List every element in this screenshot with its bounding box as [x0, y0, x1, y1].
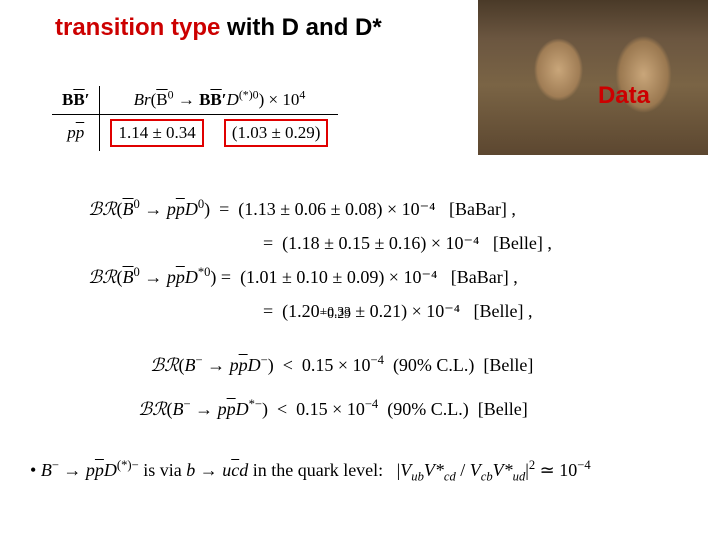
title-red: transition type [55, 14, 220, 41]
branching-table: BB′ Br(B0 → BB′D(*)0) × 104 pp 1.14 ± 0.… [52, 86, 338, 151]
eq1-src: [BaBar] , [449, 199, 516, 219]
footnote-line: • B− → ppD(*)− is via b → ucd in the qua… [30, 460, 591, 481]
eq4-pre: (1.20 [282, 301, 320, 321]
equation-6: ℬℛ(B− → ppD*−) < 0.15 × 10−4 (90% C.L.) … [138, 392, 528, 426]
th-br: Br(B0 → BB′D(*)0) × 104 [100, 86, 339, 115]
equation-4: = (1.20+0.33−0.29 ± 0.21) × 10⁻⁴ [Belle]… [263, 294, 533, 328]
title-black: with D and D* [220, 14, 381, 41]
eq5-src: [Belle] [483, 355, 533, 375]
eq2-rhs: (1.18 ± 0.15 ± 0.16) × 10⁻⁴ [282, 233, 479, 253]
cell-dstar: (1.03 ± 0.29) [214, 115, 339, 152]
row-label: pp [52, 115, 100, 152]
eq4-post: ± 0.21) × 10⁻⁴ [351, 301, 460, 321]
equation-3: ℬℛ(B0 → ppD*0) = (1.01 ± 0.10 ± 0.09) × … [88, 260, 518, 294]
data-badge: Data [598, 82, 650, 110]
red-highlight-2: (1.03 ± 0.29) [224, 119, 329, 147]
eq2-src: [Belle] , [493, 233, 552, 253]
eq3-rhs: (1.01 ± 0.10 ± 0.09) × 10⁻⁴ [240, 267, 437, 287]
embedded-photo [478, 0, 708, 155]
eq6-src: [Belle] [478, 399, 528, 419]
eq4-src: [Belle] , [474, 301, 533, 321]
red-highlight-1: 1.14 ± 0.34 [110, 119, 203, 147]
equation-2: = (1.18 ± 0.15 ± 0.16) × 10⁻⁴ [Belle] , [263, 226, 552, 260]
cell-d: 1.14 ± 0.34 [100, 115, 214, 152]
slide-title: transition type with D and D* [55, 14, 382, 42]
asym-err: +0.33−0.29 [320, 304, 351, 322]
eq1-rhs: (1.13 ± 0.06 ± 0.08) × 10⁻⁴ [238, 199, 435, 219]
th-bb: BB′ [52, 86, 100, 115]
equation-1: ℬℛ(B0 → ppD0) = (1.13 ± 0.06 ± 0.08) × 1… [88, 192, 516, 226]
equation-5: ℬℛ(B− → ppD−) < 0.15 × 10−4 (90% C.L.) [… [150, 348, 533, 382]
eq3-src: [BaBar] , [451, 267, 518, 287]
photo-gradient [478, 0, 708, 155]
err-dn: −0.29 [320, 301, 351, 327]
